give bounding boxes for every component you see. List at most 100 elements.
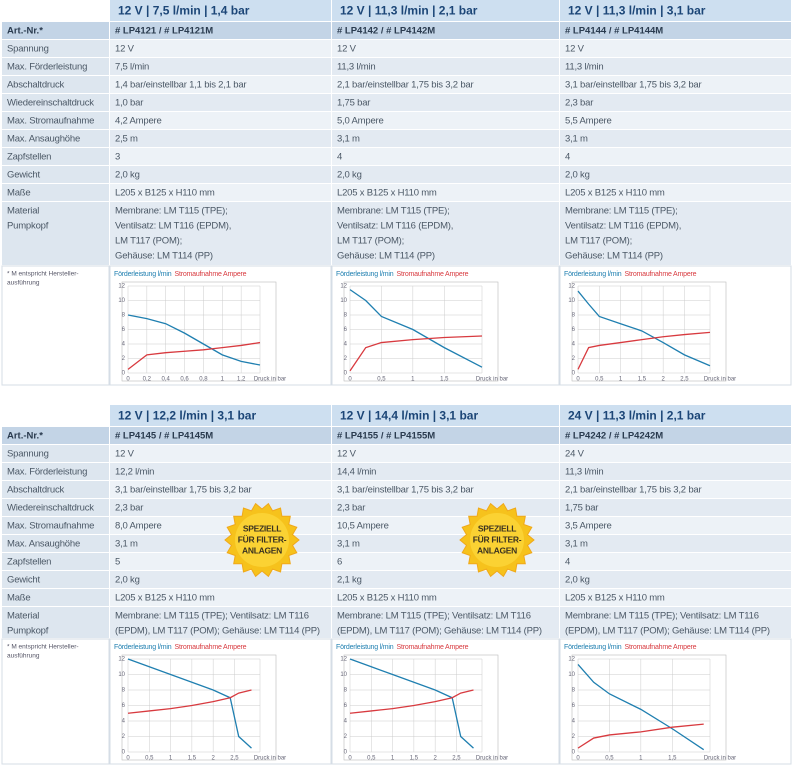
- value-cell: [332, 130, 559, 147]
- cell-text: 2,3 bar: [115, 503, 143, 514]
- x-tick-label: 1: [221, 377, 225, 383]
- row-label: Spannung: [7, 44, 49, 55]
- row-label: Maße: [7, 188, 30, 199]
- value-cell: [560, 589, 791, 606]
- cell-text: 12 V: [337, 449, 357, 460]
- label-cell: [2, 40, 109, 57]
- x-tick-label: 1,2: [237, 377, 246, 383]
- cell-text: 3,5 Ampere: [565, 521, 612, 532]
- row-label: Maße: [7, 593, 30, 604]
- value-cell: [332, 481, 559, 498]
- value-cell: [110, 427, 331, 444]
- x-tick-label: 1: [639, 756, 643, 762]
- line-series: [577, 663, 705, 751]
- cell-text: L205 x B125 x H110 mm: [565, 593, 665, 604]
- x-tick-label: 0: [348, 377, 352, 383]
- legend-entry: Förderleistung l/min: [336, 271, 394, 278]
- label-cell: [2, 202, 109, 265]
- cell-text: 3,1 bar/einstellbar 1,75 bis 3,2 bar: [337, 485, 473, 496]
- x-tick-label: 0,5: [367, 756, 376, 762]
- badge-text: SPEZIELL: [243, 523, 281, 533]
- value-cell: [110, 607, 331, 638]
- row-label: Spannung: [7, 449, 49, 460]
- cell-text: 3,1 m: [565, 539, 588, 550]
- x-tick-label: 0,5: [377, 377, 386, 383]
- row-label: Art.-Nr.*: [7, 431, 43, 442]
- legend-entry: Stromaufnahme Ampere: [396, 644, 468, 651]
- label-cell: [2, 22, 109, 39]
- legend-entry: Stromaufnahme Ampere: [396, 271, 468, 278]
- y-tick-label: 6: [344, 703, 348, 709]
- y-tick-label: 2: [572, 356, 576, 362]
- y-tick-label: 2: [344, 356, 348, 362]
- label-cell: [2, 553, 109, 570]
- label-cell: [2, 481, 109, 498]
- x-axis-label: Druck in bar: [476, 377, 508, 383]
- label-cell: [2, 130, 109, 147]
- value-cell: [560, 58, 791, 75]
- cell-text: 2,0 kg: [337, 170, 362, 181]
- y-tick-label: 8: [344, 688, 348, 694]
- y-tick-label: 8: [344, 313, 348, 319]
- value-cell: [560, 445, 791, 462]
- value-cell: [332, 58, 559, 75]
- value-cell: [332, 166, 559, 183]
- value-cell: [560, 607, 791, 638]
- value-cell: [560, 40, 791, 57]
- label-cell: [2, 58, 109, 75]
- x-tick-label: 0,5: [595, 377, 604, 383]
- x-tick-label: 1,5: [410, 756, 419, 762]
- y-tick-label: 8: [122, 313, 126, 319]
- row-label: Wiedereinschaltdruck: [7, 98, 94, 109]
- cell-text: 3: [115, 152, 120, 163]
- label-cell: [2, 499, 109, 516]
- row-label: Pumpkopf: [7, 221, 49, 232]
- row-label: Zapfstellen: [7, 152, 51, 163]
- x-axis-label: Druck in bar: [476, 756, 508, 762]
- value-cell: [110, 148, 331, 165]
- footnote: ausführung: [7, 280, 40, 287]
- x-tick-label: 2: [211, 756, 215, 762]
- value-cell: [332, 571, 559, 588]
- cell-text: # LP4121 / # LP4121M: [115, 26, 213, 37]
- line-series: [349, 289, 483, 368]
- value-cell: [110, 58, 331, 75]
- cell-text: Membrane: LM T115 (TPE); Ventilsatz: LM …: [565, 611, 759, 622]
- cell-text: (EPDM), LM T117 (POM); Gehäuse: LM T114 …: [337, 626, 542, 637]
- row-label: Gewicht: [7, 170, 40, 181]
- value-cell: [332, 202, 559, 265]
- x-tick-label: 1,5: [188, 756, 197, 762]
- label-cell: [2, 445, 109, 462]
- row-label: Max. Förderleistung: [7, 62, 87, 73]
- header-cell: [110, 405, 331, 426]
- cell-text: 4: [337, 152, 342, 163]
- y-tick-label: 10: [118, 298, 125, 304]
- y-tick-label: 0: [122, 371, 126, 377]
- y-tick-label: 2: [122, 356, 126, 362]
- y-tick-label: 0: [572, 750, 576, 756]
- value-cell: [110, 202, 331, 265]
- cell-text: (EPDM), LM T117 (POM); Gehäuse: LM T114 …: [565, 626, 770, 637]
- plot-frame: [571, 654, 727, 761]
- y-tick-label: 10: [118, 672, 125, 678]
- note-cell: [1, 638, 110, 765]
- cell-text: 4: [565, 557, 570, 568]
- footnote: * M entspricht Hersteller-: [7, 271, 79, 278]
- legend-entry: Stromaufnahme Ampere: [174, 271, 246, 278]
- y-tick-label: 4: [122, 342, 126, 348]
- cell-text: 3,1 m: [565, 134, 588, 145]
- cell-text: Gehäuse: LM T114 (PP): [565, 251, 663, 262]
- cell-text: 2,1 kg: [337, 575, 362, 586]
- cell-text: 4: [565, 152, 570, 163]
- cell-text: 2,0 kg: [565, 575, 590, 586]
- value-cell: [110, 94, 331, 111]
- label-cell: [2, 535, 109, 552]
- cell-text: 2,0 kg: [115, 170, 140, 181]
- badge-text: FÜR FILTER-: [238, 534, 287, 544]
- row-label: Pumpkopf: [7, 626, 49, 637]
- cell-text: 8,0 Ampere: [115, 521, 162, 532]
- cell-text: 12 V: [337, 44, 357, 55]
- column-header: 12 V | 12,2 l/min | 3,1 bar: [118, 409, 256, 423]
- value-cell: [560, 112, 791, 129]
- cell-text: 2,1 bar/einstellbar 1,75 bis 3,2 bar: [565, 485, 701, 496]
